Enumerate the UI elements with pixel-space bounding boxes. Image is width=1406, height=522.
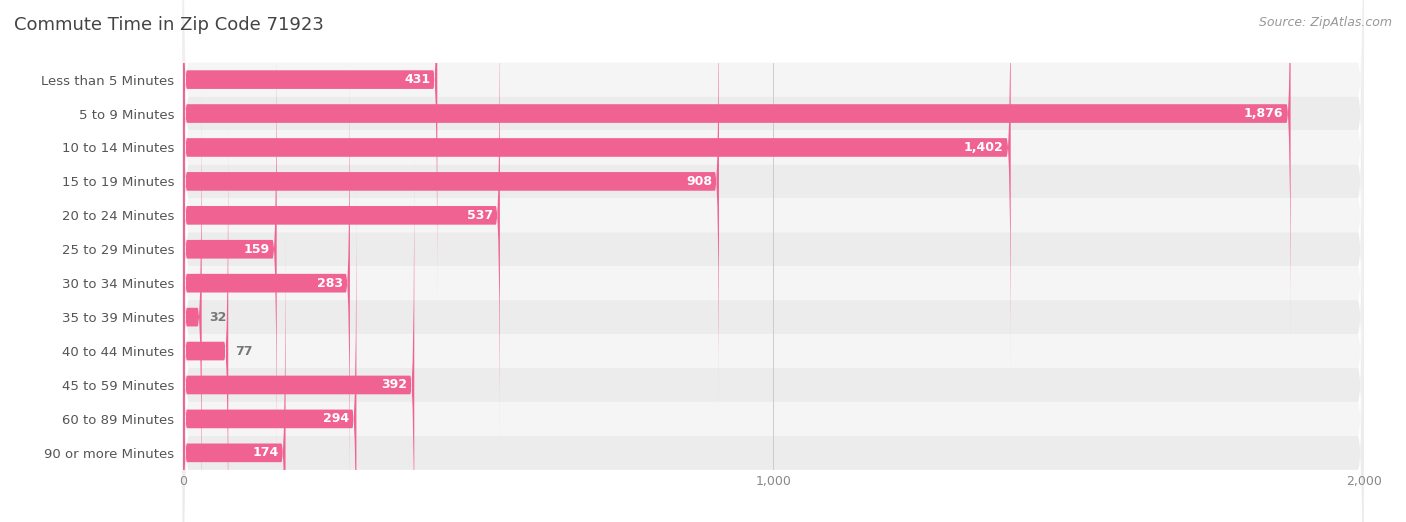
- FancyBboxPatch shape: [183, 157, 415, 522]
- Text: 392: 392: [381, 378, 408, 392]
- FancyBboxPatch shape: [183, 21, 277, 478]
- FancyBboxPatch shape: [183, 0, 1011, 376]
- FancyBboxPatch shape: [183, 0, 1364, 522]
- Text: 77: 77: [235, 345, 253, 358]
- Text: 174: 174: [252, 446, 278, 459]
- Text: Commute Time in Zip Code 71923: Commute Time in Zip Code 71923: [14, 16, 323, 33]
- FancyBboxPatch shape: [183, 89, 201, 522]
- Text: 283: 283: [316, 277, 343, 290]
- FancyBboxPatch shape: [183, 0, 1364, 522]
- FancyBboxPatch shape: [183, 0, 1364, 522]
- Text: 431: 431: [404, 73, 430, 86]
- FancyBboxPatch shape: [183, 0, 1364, 402]
- FancyBboxPatch shape: [183, 29, 1364, 522]
- Text: 1,402: 1,402: [965, 141, 1004, 154]
- Text: Source: ZipAtlas.com: Source: ZipAtlas.com: [1258, 16, 1392, 29]
- FancyBboxPatch shape: [183, 191, 356, 522]
- FancyBboxPatch shape: [183, 97, 1364, 522]
- FancyBboxPatch shape: [183, 63, 1364, 522]
- Text: 159: 159: [243, 243, 270, 256]
- FancyBboxPatch shape: [183, 123, 228, 522]
- FancyBboxPatch shape: [183, 0, 437, 308]
- FancyBboxPatch shape: [183, 224, 285, 522]
- FancyBboxPatch shape: [183, 0, 718, 410]
- FancyBboxPatch shape: [183, 0, 1364, 504]
- FancyBboxPatch shape: [183, 55, 350, 512]
- FancyBboxPatch shape: [183, 0, 501, 444]
- FancyBboxPatch shape: [183, 0, 1364, 436]
- Text: 537: 537: [467, 209, 494, 222]
- FancyBboxPatch shape: [183, 130, 1364, 522]
- FancyBboxPatch shape: [183, 0, 1364, 470]
- FancyBboxPatch shape: [183, 0, 1291, 342]
- Text: 32: 32: [208, 311, 226, 324]
- FancyBboxPatch shape: [183, 0, 1364, 522]
- Text: 1,876: 1,876: [1244, 107, 1284, 120]
- Text: 908: 908: [686, 175, 711, 188]
- Text: 294: 294: [323, 412, 349, 425]
